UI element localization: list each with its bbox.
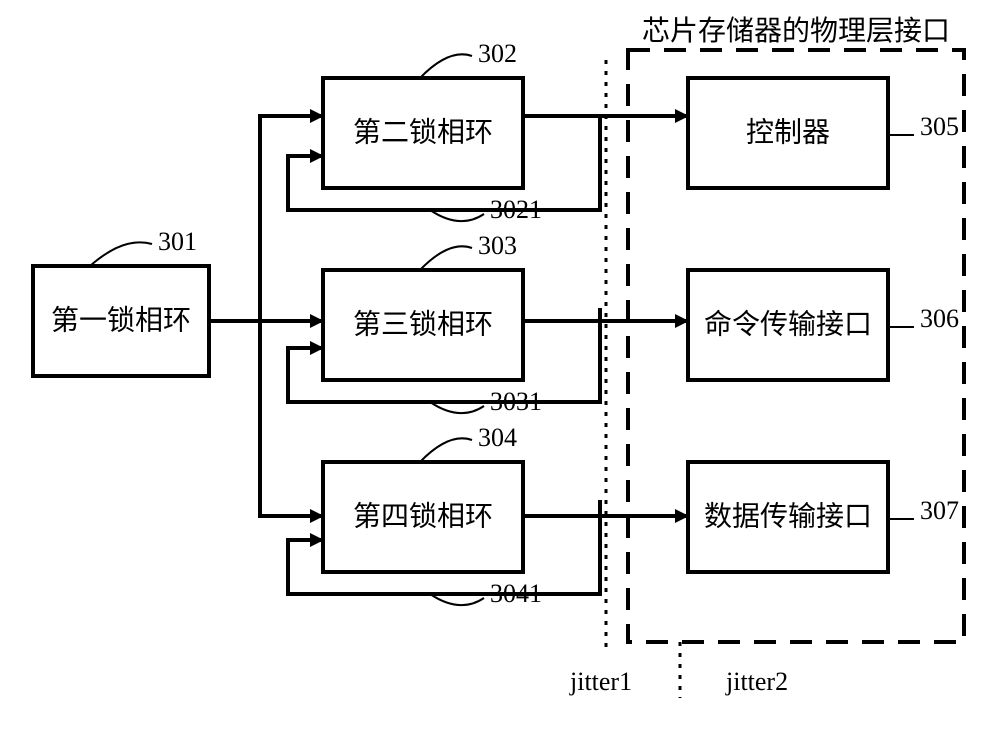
label-l3031: 3031: [490, 387, 542, 416]
label-l304: 304: [478, 423, 517, 452]
box-b303-label: 第三锁相环: [353, 308, 493, 340]
leader-l303: [420, 246, 472, 270]
box-b302-label: 第二锁相环: [353, 116, 493, 148]
block-diagram: 芯片存储器的物理层接口第一锁相环 第二锁相环第三锁相环第四锁相环 控制器命令传输接口…: [0, 0, 1000, 732]
jitter1-label: jitter1: [569, 667, 632, 696]
label-l3021: 3021: [490, 195, 542, 224]
label-l305: 305: [920, 112, 959, 141]
box-b304-label: 第四锁相环: [353, 500, 493, 532]
label-l3041: 3041: [490, 579, 542, 608]
arrow-b301-b302: [209, 116, 323, 321]
box-b305-label: 控制器: [746, 116, 830, 148]
jitter2-label: jitter2: [725, 667, 788, 696]
leader-l301: [90, 242, 152, 266]
arrow-b301-b304: [209, 321, 323, 516]
box-b301-label: 第一锁相环: [51, 304, 191, 336]
label-l306: 306: [920, 304, 959, 333]
label-l307: 307: [920, 496, 959, 525]
box-b306-label: 命令传输接口: [704, 308, 872, 340]
label-l302: 302: [478, 39, 517, 68]
label-l301: 301: [158, 227, 197, 256]
box-b307-label: 数据传输接口: [704, 500, 872, 532]
leader-l302: [420, 54, 472, 78]
group-title: 芯片存储器的物理层接口: [642, 15, 950, 47]
leader-l304: [420, 438, 472, 462]
label-l303: 303: [478, 231, 517, 260]
